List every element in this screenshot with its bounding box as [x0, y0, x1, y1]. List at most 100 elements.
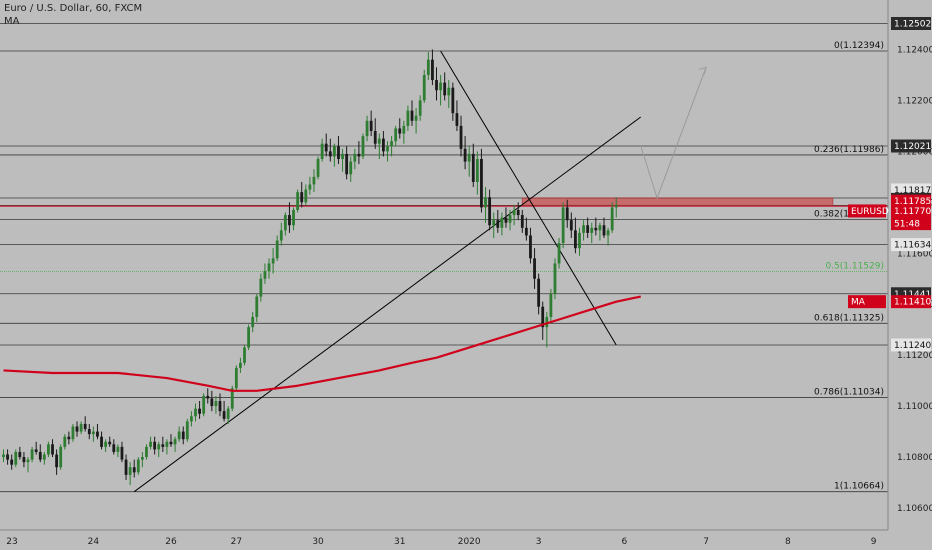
time-axis[interactable] — [0, 530, 932, 550]
price-label-box — [891, 238, 931, 252]
candle-body — [533, 258, 536, 279]
candle-body — [177, 431, 181, 440]
candle-body — [602, 225, 606, 236]
candle-body — [504, 217, 508, 223]
candle-body — [606, 230, 610, 236]
candle-body — [349, 161, 353, 175]
candle-body — [373, 130, 377, 144]
price-label-box — [891, 338, 931, 352]
candle-body — [557, 243, 561, 264]
candle-body — [386, 146, 389, 152]
price-axis[interactable] — [888, 0, 932, 550]
candle-body — [255, 296, 259, 317]
candle-body — [312, 176, 316, 185]
rising-trendline — [133, 116, 642, 493]
price-label-text: 51:48 — [894, 220, 920, 230]
price-label-box — [891, 295, 931, 309]
candle-body — [569, 220, 573, 231]
candle-body — [26, 459, 30, 463]
candle-body — [418, 100, 422, 116]
price-label: 1.12502 — [891, 16, 931, 30]
fib-label: 0.786(1.11034) — [814, 387, 884, 397]
candle-body — [288, 215, 291, 226]
candle-body — [406, 110, 410, 126]
price-label-text: MA — [851, 298, 866, 308]
price-label-text: 1.12021 — [894, 142, 931, 152]
candle-body — [275, 240, 279, 259]
price-tick-label: 1.11200 — [897, 351, 932, 361]
candle-body — [512, 209, 516, 216]
candle-body — [87, 429, 91, 435]
falling-trendline — [440, 50, 617, 346]
candle-body — [353, 153, 357, 162]
candle-body — [234, 367, 238, 389]
date-tick-label: 2020 — [458, 537, 481, 547]
candle-body — [496, 220, 500, 228]
price-label-box — [848, 295, 886, 309]
candle-body — [145, 446, 148, 458]
candle-body — [230, 388, 234, 409]
price-label: 1.11634 — [891, 238, 931, 252]
price-label-box — [891, 204, 931, 218]
price-label: 1.11770 — [891, 204, 931, 218]
candle-body — [157, 444, 161, 450]
candle-body — [300, 192, 304, 203]
candle-body — [6, 454, 9, 460]
candle-body — [361, 136, 365, 157]
candle-body — [341, 153, 344, 160]
price-label-text: 1.12502 — [894, 19, 931, 29]
candle-body — [22, 457, 26, 463]
candle-body — [14, 451, 18, 465]
candle-body — [132, 467, 136, 473]
candle-body — [304, 189, 308, 203]
candle-body — [2, 454, 5, 458]
candle-body — [414, 115, 418, 121]
price-label-box — [891, 139, 931, 153]
candle-body — [508, 215, 512, 223]
candle-body — [451, 87, 455, 114]
candles — [2, 49, 618, 486]
candle-body — [59, 446, 63, 468]
price-label-text: 1.11770 — [894, 207, 931, 217]
candle-body — [169, 441, 173, 445]
candle-body — [394, 128, 398, 142]
date-tick-label: 26 — [165, 537, 177, 547]
candle-body — [492, 220, 496, 226]
candle-body — [96, 431, 99, 437]
price-tick-label: 1.10800 — [897, 453, 932, 463]
candle-body — [251, 316, 255, 328]
candle-body — [308, 184, 312, 190]
fib-label: 0(1.12394) — [834, 41, 884, 51]
date-tick-label: 3 — [536, 537, 542, 547]
indicator-label: MA — [4, 16, 20, 27]
date-tick-label: 8 — [785, 537, 791, 547]
candle-body — [586, 225, 590, 233]
candle-body — [222, 411, 226, 419]
candle-body — [210, 398, 214, 407]
candle-body — [463, 148, 467, 162]
candle-body — [398, 128, 402, 134]
candle-body — [214, 401, 218, 407]
candle-body — [484, 197, 487, 208]
date-tick-label: 7 — [703, 537, 709, 547]
resistance-zone-group — [521, 197, 834, 206]
price-tick-label: 1.12400 — [897, 45, 932, 55]
candle-body — [149, 441, 152, 447]
candle-body — [337, 146, 340, 160]
price-label-text: 1.11410 — [894, 298, 931, 308]
candle-body — [500, 217, 504, 228]
candle-body — [10, 459, 14, 465]
candle-body — [128, 467, 132, 475]
time-axis-ticks: 23 24 26 27 30 31 2020 3 6 7 8 9 — [6, 537, 876, 547]
candle-body — [38, 451, 42, 460]
projection-path — [640, 67, 707, 200]
candle-body — [520, 215, 524, 228]
candle-body — [402, 125, 406, 134]
candle-body — [218, 401, 222, 412]
candle-body — [316, 159, 320, 177]
candle-body — [578, 232, 581, 249]
candle-body — [153, 441, 157, 450]
fib-label: 1(1.10664) — [834, 482, 884, 492]
